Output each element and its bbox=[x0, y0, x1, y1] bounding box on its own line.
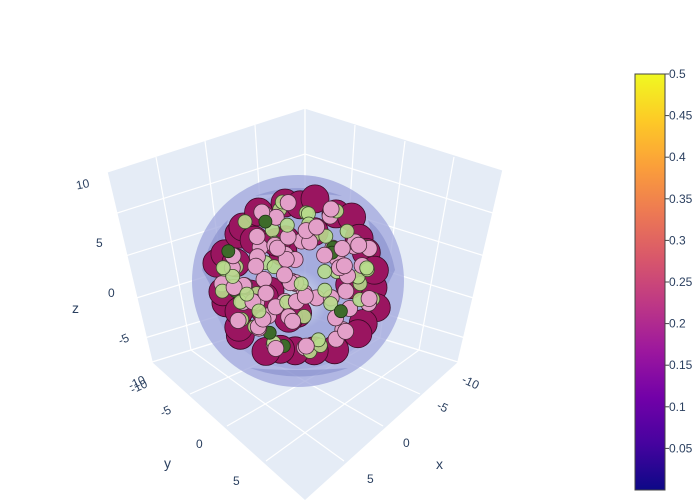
floor-pane bbox=[152, 315, 458, 500]
marker-dark-green bbox=[333, 304, 348, 319]
marker-pink bbox=[308, 218, 326, 236]
colorbar-tick-label: 0.45 bbox=[669, 109, 693, 123]
y-tick-0: 0 bbox=[196, 437, 203, 451]
colorbar-tick-label: 0.4 bbox=[669, 150, 686, 164]
y-axis-ticks: -10 -5 0 5 y bbox=[128, 376, 240, 488]
marker-green bbox=[225, 268, 241, 284]
marker-dark-green bbox=[221, 244, 236, 259]
marker-pink bbox=[322, 200, 340, 218]
y-tick-neg5: -5 bbox=[158, 402, 174, 419]
marker-pink bbox=[248, 228, 266, 245]
marker-pink bbox=[257, 284, 275, 302]
marker-pink bbox=[267, 340, 285, 357]
marker-green bbox=[293, 276, 309, 292]
marker-pink bbox=[337, 322, 355, 340]
x-tick-0: 0 bbox=[403, 436, 410, 450]
colorbar-tick-label: 0.05 bbox=[669, 441, 693, 455]
x-tick-5: 5 bbox=[367, 472, 374, 486]
colorbar-gradient bbox=[634, 73, 666, 491]
x-tick-neg5: -5 bbox=[435, 398, 451, 415]
marker-pink bbox=[279, 194, 297, 212]
marker-green bbox=[317, 282, 333, 298]
z-tick-0: 0 bbox=[108, 286, 115, 300]
marker-pink bbox=[335, 257, 353, 275]
z-tick-neg5: -5 bbox=[116, 330, 132, 347]
y-tick-neg10: -10 bbox=[128, 376, 150, 396]
scene[interactable] bbox=[106, 107, 504, 500]
y-tick-5: 5 bbox=[233, 474, 240, 488]
marker-dark-green bbox=[258, 214, 273, 229]
marker-green bbox=[239, 286, 255, 302]
z-tick-5: 5 bbox=[96, 236, 103, 250]
y-axis-title: y bbox=[164, 455, 171, 471]
z-tick-10: 10 bbox=[75, 176, 91, 193]
marker-pink bbox=[268, 239, 286, 257]
colorbar-tick-label: 0.3 bbox=[669, 233, 686, 247]
marker-pink bbox=[284, 312, 302, 330]
scatter-markers bbox=[202, 184, 391, 366]
marker-green bbox=[317, 264, 333, 279]
marker-pink bbox=[316, 246, 334, 264]
marker-pink bbox=[297, 337, 315, 355]
x-axis-title: x bbox=[436, 456, 443, 472]
colorbar-tick-label: 0.2 bbox=[669, 317, 686, 331]
colorbar-tick-label: 0.15 bbox=[669, 358, 693, 372]
marker-pink bbox=[229, 312, 247, 329]
marker-pink bbox=[276, 266, 293, 284]
colorbar-ticks: 0.05 0.1 0.15 0.2 0.25 0.3 0.35 0.4 0.45 0.5 bbox=[665, 67, 693, 455]
colorbar-tick-label: 0.35 bbox=[669, 192, 693, 206]
marker-pink bbox=[247, 257, 265, 275]
marker-green bbox=[237, 214, 253, 230]
colorbar-tick-label: 0.25 bbox=[669, 275, 693, 289]
marker-green bbox=[279, 217, 295, 233]
marker-green bbox=[323, 296, 339, 312]
colorbar: 0.05 0.1 0.15 0.2 0.25 0.3 0.35 0.4 0.45 0.5 bbox=[634, 67, 693, 491]
x-tick-neg10: -10 bbox=[460, 372, 482, 392]
z-axis-title: z bbox=[72, 300, 79, 316]
marker-pink bbox=[360, 290, 378, 308]
marker-pink bbox=[350, 236, 368, 254]
marker-green bbox=[339, 223, 355, 239]
marker-pink bbox=[337, 282, 355, 300]
marker-green bbox=[251, 303, 267, 319]
marker-pink bbox=[333, 240, 351, 257]
colorbar-tick-label: 0.1 bbox=[669, 400, 686, 414]
marker-green bbox=[359, 260, 375, 276]
colorbar-tick-label: 0.5 bbox=[669, 67, 686, 81]
marker-green bbox=[215, 260, 231, 276]
z-tick-neg10: -10 bbox=[126, 372, 148, 392]
